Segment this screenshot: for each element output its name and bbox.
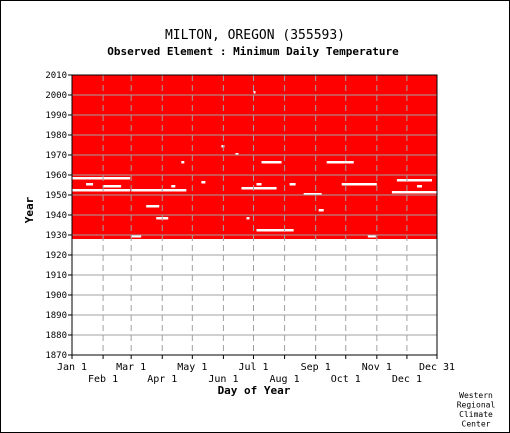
missing-segment <box>221 145 225 148</box>
y-axis-label: Year <box>23 196 36 223</box>
data-coverage <box>72 75 437 239</box>
y-tick-label: 1970 <box>45 151 67 161</box>
missing-segment <box>72 177 131 180</box>
missing-segment <box>416 185 422 188</box>
missing-segment <box>246 217 250 220</box>
missing-segment <box>72 189 131 192</box>
missing-segment <box>253 91 256 94</box>
x-tick-label: Sep 1 <box>301 362 331 373</box>
missing-segment <box>391 191 437 194</box>
missing-segment <box>103 185 122 188</box>
missing-segment <box>256 229 294 232</box>
missing-segment <box>396 179 432 182</box>
credit-line: Regional <box>457 401 496 410</box>
missing-segment <box>341 183 377 186</box>
x-tick-label: Jun 1 <box>208 374 238 385</box>
y-tick-label: 1990 <box>45 111 67 121</box>
credit-line: Western <box>459 391 493 400</box>
y-tick-label: 1980 <box>45 131 67 141</box>
missing-segment <box>367 235 376 238</box>
y-tick-label: 2000 <box>45 91 67 101</box>
y-tick-label: 1950 <box>45 191 67 201</box>
x-tick-label: Apr 1 <box>147 374 177 385</box>
chart-subtitle: Observed Element : Minimum Daily Tempera… <box>107 45 399 58</box>
missing-segment <box>86 183 94 186</box>
missing-segment <box>201 181 206 184</box>
missing-segment <box>171 185 176 188</box>
y-tick-label: 1940 <box>45 211 67 221</box>
x-tick-label: Jul 1 <box>238 362 268 373</box>
missing-segment <box>256 183 262 186</box>
missing-segment <box>318 209 324 212</box>
x-tick-label: Oct 1 <box>331 374 361 385</box>
x-tick-label: Dec 31 <box>419 362 455 373</box>
y-tick-label: 1890 <box>45 311 67 321</box>
missing-segment <box>146 205 160 208</box>
missing-segment <box>131 235 142 238</box>
missing-segment <box>303 193 322 196</box>
missing-segment <box>241 187 277 190</box>
x-axis-label: Day of Year <box>218 384 291 397</box>
missing-segment <box>131 189 187 192</box>
y-tick-label: 1910 <box>45 271 67 281</box>
missing-segment <box>289 183 296 186</box>
y-tick-label: 2010 <box>45 71 67 81</box>
missing-segment <box>235 153 239 156</box>
x-tick-label: Aug 1 <box>270 374 300 385</box>
y-tick-label: 1880 <box>45 331 67 341</box>
chart-title: MILTON, OREGON (355593) <box>165 28 345 43</box>
y-tick-label: 1960 <box>45 171 67 181</box>
x-tick-label: Mar 1 <box>116 362 146 373</box>
y-tick-label: 1900 <box>45 291 67 301</box>
x-tick-label: Nov 1 <box>362 362 392 373</box>
missing-segment <box>181 161 185 164</box>
y-tick-label: 1930 <box>45 231 67 241</box>
credit-line: Center <box>462 420 491 429</box>
y-tick-label: 1870 <box>45 351 67 361</box>
credit-line: Climate <box>459 410 493 419</box>
x-tick-label: Jan 1 <box>57 362 87 373</box>
y-tick-label: 1920 <box>45 251 67 261</box>
x-tick-label: Feb 1 <box>88 374 118 385</box>
missing-segment <box>261 161 282 164</box>
x-tick-label: May 1 <box>177 362 207 373</box>
x-tick-label: Dec 1 <box>392 374 422 385</box>
missing-segment <box>326 161 354 164</box>
